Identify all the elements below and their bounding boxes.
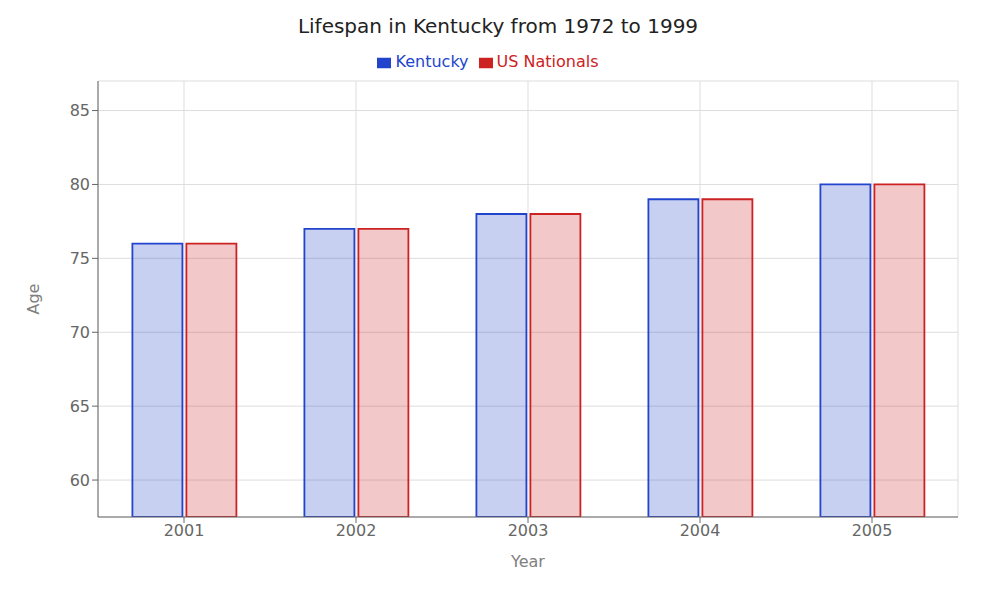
- svg-text:2005: 2005: [852, 521, 893, 540]
- svg-text:85: 85: [70, 101, 90, 120]
- svg-text:65: 65: [70, 397, 90, 416]
- svg-text:80: 80: [70, 175, 90, 194]
- svg-text:2002: 2002: [336, 521, 377, 540]
- svg-text:70: 70: [70, 323, 90, 342]
- svg-text:2004: 2004: [680, 521, 721, 540]
- svg-text:2001: 2001: [164, 521, 205, 540]
- svg-text:60: 60: [70, 471, 90, 490]
- svg-text:75: 75: [70, 249, 90, 268]
- svg-text:2003: 2003: [508, 521, 549, 540]
- html-text:Lifespan in Kentucky from 1972: Lifespan in Kentucky from 1972 to 1999: [297, 14, 699, 38]
- svg-text:Year: Year: [510, 552, 545, 571]
- html-text:US Nationals: US Nationals: [496, 52, 599, 71]
- html-text:Kentucky: Kentucky: [395, 52, 469, 71]
- svg-text:Age: Age: [24, 284, 43, 315]
